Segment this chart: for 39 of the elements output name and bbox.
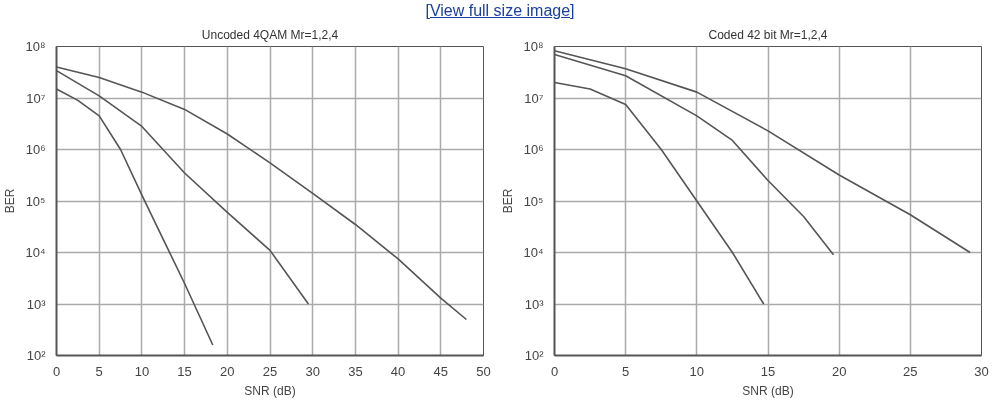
x-tick-label: 50	[476, 363, 491, 379]
x-tick-label: 40	[390, 363, 406, 379]
x-tick-label: 10	[134, 363, 150, 379]
y-tick-label: 10⁴	[25, 245, 46, 260]
y-axis-title: BER	[3, 188, 18, 214]
y-axis-title: BER	[501, 188, 516, 214]
y-tick-label: 10⁷	[524, 90, 544, 106]
x-tick-label: 20	[220, 363, 235, 379]
x-tick-label: 35	[348, 363, 363, 379]
text: [View full size image]	[425, 2, 575, 19]
y-tick-label: 10⁶	[25, 142, 46, 157]
x-tick-label: 25	[903, 363, 918, 379]
x-tick-label: 15	[177, 363, 192, 379]
y-tick-label: 10⁸	[523, 39, 544, 54]
x-tick-label: 45	[433, 363, 449, 379]
x-tick-label: 20	[831, 363, 847, 379]
chart-title: Uncoded 4QAM Mr=1,2,4	[201, 27, 339, 42]
y-tick-label: 10⁴	[523, 245, 544, 260]
x-tick-label: 0	[52, 363, 61, 379]
x-tick-label: 30	[974, 363, 989, 379]
y-tick-label: 10⁵	[25, 193, 46, 209]
x-tick-label: 30	[305, 363, 320, 379]
chart-title: Coded 42 bit Mr=1,2,4	[708, 27, 828, 42]
x-axis-title: SNR (dB)	[742, 383, 794, 398]
x-tick-label: 25	[262, 363, 278, 379]
x-tick-label: 5	[622, 363, 630, 379]
x-tick-label: 10	[689, 363, 705, 379]
y-tick-label: 10⁶	[523, 142, 544, 157]
y-tick-label: 10⁷	[26, 90, 46, 106]
y-tick-label: 10⁸	[25, 39, 46, 54]
x-tick-label: 0	[550, 363, 559, 379]
y-tick-label: 10³	[26, 296, 47, 312]
x-tick-label: 15	[760, 363, 776, 379]
y-tick-label: 10²	[524, 348, 545, 363]
y-tick-label: 10⁵	[523, 193, 544, 209]
x-axis-title: SNR (dB)	[244, 383, 296, 398]
x-tick-label: 5	[95, 363, 103, 379]
y-tick-label: 10³	[524, 296, 545, 312]
y-tick-label: 10²	[26, 348, 47, 363]
